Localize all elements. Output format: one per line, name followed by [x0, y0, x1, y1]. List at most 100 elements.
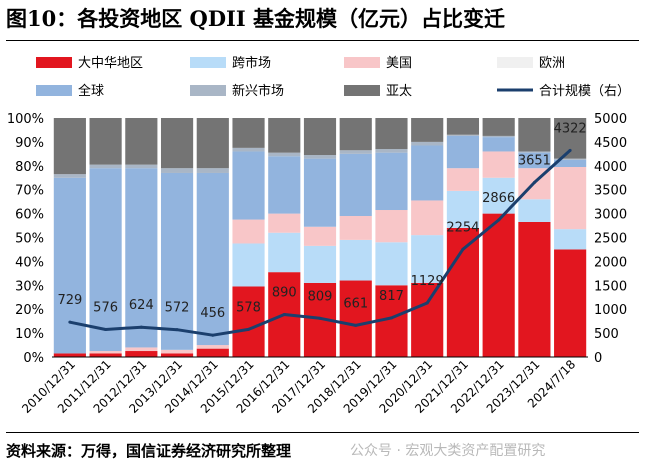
bar-segment-global	[160, 172, 194, 350]
bar-segment-greater_china	[554, 249, 587, 357]
bar-segment-greater_china	[446, 227, 480, 357]
data-label: 890	[272, 285, 297, 300]
bar-segment-cross_market	[339, 239, 372, 281]
total-scale-point	[425, 301, 429, 305]
bar-segment-us	[411, 200, 444, 236]
legend-label-greater_china: 大中华地区	[78, 56, 143, 71]
total-scale-point	[389, 316, 393, 320]
bar-segment-cross_market	[446, 190, 480, 228]
right-tick-label: 2500	[594, 232, 627, 247]
bar-segment-emerging	[554, 158, 587, 160]
legend-swatch-greater_china	[36, 57, 72, 68]
bar-segment-global	[196, 172, 229, 346]
data-label: 456	[200, 306, 225, 321]
title-rule	[6, 40, 639, 41]
bar-segment-greater_china	[196, 348, 229, 357]
right-tick-label: 3000	[594, 208, 627, 223]
data-label: 624	[129, 298, 154, 313]
bar-segment-emerging	[196, 168, 229, 173]
left-tick-label: 10%	[15, 327, 44, 342]
bar-segment-us	[339, 215, 372, 240]
bar-segment-asia_pacific	[411, 118, 444, 142]
bar-segment-asia_pacific	[196, 118, 229, 169]
legend-label-europe: 欧洲	[539, 56, 565, 71]
bar-segment-global	[232, 151, 265, 220]
left-tick-label: 30%	[15, 279, 44, 294]
bar-segment-asia_pacific	[125, 118, 158, 165]
bar-segment-global	[375, 152, 408, 211]
bar-segment-emerging	[125, 164, 158, 169]
total-scale-point	[104, 327, 108, 331]
data-label: 576	[93, 300, 118, 315]
bar-segment-global	[446, 135, 480, 169]
legend-label-total: 合计规模（右）	[539, 84, 630, 99]
bar-segment-us	[89, 351, 122, 354]
legend-label-cross_market: 跨市场	[232, 55, 271, 71]
data-label: 3651	[518, 153, 551, 168]
bar-segment-emerging	[160, 168, 194, 173]
left-tick-label: 40%	[15, 255, 44, 270]
data-label: 661	[343, 296, 368, 311]
right-tick-label: 1500	[594, 279, 627, 294]
bar-segment-greater_china	[125, 351, 158, 357]
right-tick-label: 4000	[594, 160, 627, 175]
total-scale-point	[461, 247, 465, 251]
bar-segment-global	[89, 168, 122, 352]
bar-segment-cross_market	[518, 199, 551, 222]
right-tick-label: 0	[594, 351, 602, 366]
total-scale-point	[568, 148, 572, 152]
bar-segment-greater_china	[232, 286, 265, 357]
bar-segment-emerging	[482, 135, 515, 138]
data-label: 2866	[482, 191, 515, 206]
bar-segment-us	[446, 168, 480, 191]
bar-segment-greater_china	[339, 280, 372, 357]
total-scale-point	[175, 328, 179, 332]
bar-segment-greater_china	[160, 353, 194, 357]
bar-segment-cross_market	[268, 232, 301, 273]
right-tick-label: 5000	[594, 112, 627, 127]
left-tick-label: 90%	[15, 136, 44, 151]
bar-segment-us	[268, 213, 301, 233]
bar-segment-cross_market	[232, 243, 265, 287]
bar-stacks	[53, 118, 587, 357]
bar-segment-asia_pacific	[482, 118, 515, 136]
bar-segment-emerging	[232, 147, 265, 152]
bar-segment-greater_china	[89, 353, 122, 357]
data-label: 729	[57, 293, 82, 308]
bar-segment-greater_china	[53, 353, 86, 357]
bar-segment-greater_china	[411, 282, 444, 357]
bar-segment-global	[411, 145, 444, 201]
bar-segment-us	[554, 166, 587, 230]
total-scale-point	[354, 323, 358, 327]
right-tick-label: 4500	[594, 136, 627, 151]
bar-segment-emerging	[375, 149, 408, 153]
data-labels: 729 576 624 572 456 578 890 809 661 817 1129 225428…	[57, 121, 586, 321]
bar-segment-asia_pacific	[232, 118, 265, 148]
bar-segment-global	[268, 156, 301, 214]
bar-segment-asia_pacific	[89, 118, 122, 165]
bar-segment-global	[303, 158, 337, 227]
watermark: 公众号 · 宏观大类资产配置研究	[350, 443, 546, 459]
legend-label-emerging: 新兴市场	[232, 83, 284, 99]
bar-segment-us	[196, 345, 229, 349]
total-scale-point	[68, 320, 72, 324]
bar-segment-asia_pacific	[375, 118, 408, 150]
bar-segment-us	[375, 210, 408, 243]
bar-segment-asia_pacific	[268, 118, 301, 153]
legend-swatch-europe	[497, 57, 533, 68]
bar-segment-global	[53, 177, 86, 354]
left-tick-label: 80%	[15, 160, 44, 175]
right-axis: 0 500 1000 1500 2000 2500 3000 3500 4000 4500 5000	[594, 112, 627, 366]
data-label: 4322	[554, 121, 587, 136]
bar-segment-emerging	[518, 151, 551, 153]
bar-segment-asia_pacific	[339, 118, 372, 151]
legend-swatch-cross_market	[190, 57, 226, 68]
bar-segment-global	[554, 159, 587, 167]
bar-segment-cross_market	[303, 245, 337, 283]
left-tick-label: 50%	[15, 232, 44, 247]
legend-swatch-asia_pacific	[344, 85, 380, 96]
bar-segment-asia_pacific	[518, 118, 551, 152]
bar-segment-asia_pacific	[160, 118, 194, 169]
